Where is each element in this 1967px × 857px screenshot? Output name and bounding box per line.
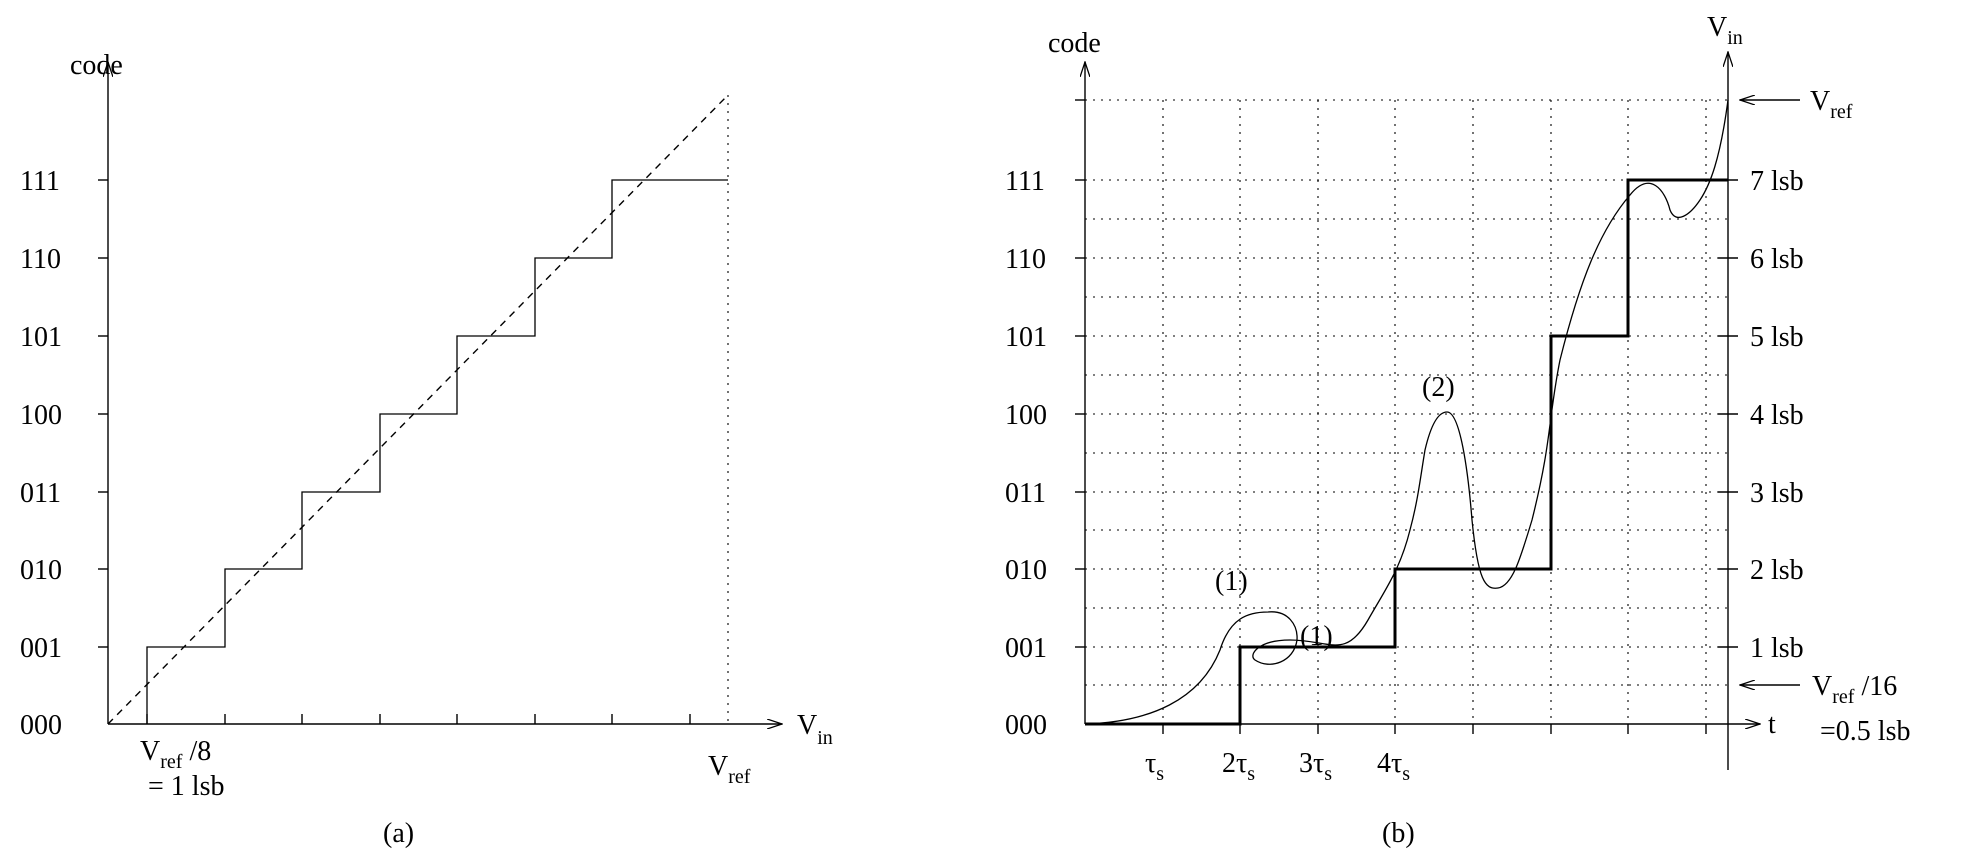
panel-a-code-label: 110	[20, 244, 61, 275]
panel-b-code-labels: 000 001 010 011 100 101 110 111	[1005, 166, 1047, 741]
panel-b-code-label: 110	[1005, 244, 1046, 275]
panel-b-time-label: τs	[1145, 748, 1164, 785]
panel-a: code Vin 000 001 010 011 100 101 110 111	[20, 50, 833, 849]
panel-b-time-label: 2τs	[1222, 748, 1255, 785]
panel-b-annotation: (2)	[1422, 372, 1455, 403]
panel-b-half-lsb-label: Vref /16	[1812, 671, 1897, 708]
panel-b-right-axis-label: Vin	[1707, 12, 1743, 49]
panel-a-code-label: 111	[20, 166, 60, 197]
panel-b-lsb-labels: 1 lsb 2 lsb 3 lsb 4 lsb 5 lsb 6 lsb 7 ls…	[1750, 166, 1804, 664]
panel-a-x-ticks	[146, 714, 691, 724]
panel-b-t-axis-label: t	[1768, 709, 1776, 740]
panel-a-code-label: 010	[20, 555, 62, 586]
panel-b-lsb-label: 1 lsb	[1750, 633, 1804, 664]
panel-a-code-label: 101	[20, 322, 62, 353]
panel-a-caption: (a)	[383, 818, 414, 849]
panel-a-x-axis-label: Vin	[797, 710, 833, 749]
panel-b-annotation: (1)	[1215, 566, 1248, 597]
panel-b-y-axis-label: code	[1048, 28, 1101, 59]
panel-b-y-ticks	[1075, 99, 1085, 648]
panel-b-code-label: 000	[1005, 710, 1047, 741]
panel-b-lsb-label: 2 lsb	[1750, 555, 1804, 586]
panel-b-half-lsb-label-line2: =0.5 lsb	[1820, 716, 1910, 747]
panel-b-time-label: 4τs	[1377, 748, 1410, 785]
panel-b-lsb-label: 4 lsb	[1750, 400, 1804, 431]
panel-b-code-label: 100	[1005, 400, 1047, 431]
panel-b-annotation: (1)	[1300, 621, 1333, 652]
panel-b-quantized-output	[1085, 178, 1728, 726]
panel-b-lsb-label: 6 lsb	[1750, 244, 1804, 275]
panel-b-lsb-label: 3 lsb	[1750, 478, 1804, 509]
panel-b-code-label: 101	[1005, 322, 1047, 353]
panel-b-code-label: 010	[1005, 555, 1047, 586]
panel-b-t-ticks	[1162, 724, 1707, 734]
panel-b: code Vin t	[1005, 12, 1910, 849]
panel-b-lsb-label: 7 lsb	[1750, 166, 1804, 197]
panel-b-input-waveform	[1084, 99, 1729, 725]
panel-a-ideal-transfer-line	[107, 94, 729, 725]
panel-a-vref-label: Vref	[708, 751, 751, 788]
panel-a-lsb-label: Vref /8	[140, 736, 211, 773]
panel-a-y-ticks	[98, 179, 108, 648]
panel-a-lsb-label-line2: = 1 lsb	[148, 771, 224, 802]
panel-a-code-label: 001	[20, 633, 62, 664]
panel-a-code-labels: 000 001 010 011 100 101 110 111	[20, 166, 62, 741]
panel-a-code-label: 000	[20, 710, 62, 741]
panel-b-code-label: 001	[1005, 633, 1047, 664]
panel-a-code-label: 100	[20, 400, 62, 431]
panel-b-lsb-label: 5 lsb	[1750, 322, 1804, 353]
panel-b-time-labels: τs 2τs 3τs 4τs	[1145, 748, 1410, 785]
panel-b-code-label: 011	[1005, 478, 1046, 509]
panel-b-caption: (b)	[1382, 818, 1415, 849]
panel-b-time-label: 3τs	[1299, 748, 1332, 785]
panel-b-code-label: 111	[1005, 166, 1045, 197]
panel-a-staircase	[146, 179, 728, 724]
panel-b-vref-label: Vref	[1810, 86, 1853, 123]
panel-a-y-axis-label: code	[70, 50, 123, 81]
panel-a-code-label: 011	[20, 478, 61, 509]
